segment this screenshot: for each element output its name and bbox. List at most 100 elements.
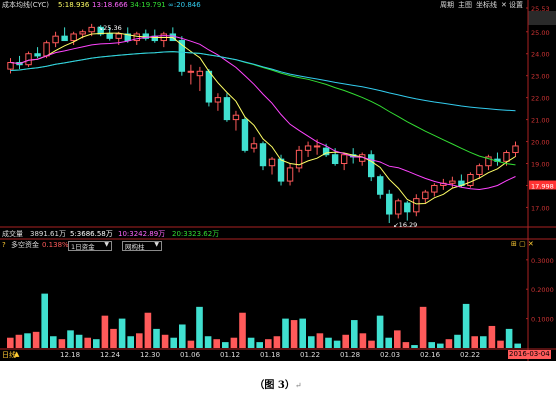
price-axis-label: 24.00: [531, 51, 550, 59]
candle: [124, 33, 131, 42]
fund-bar: [50, 336, 57, 348]
fund-bar: [282, 318, 289, 348]
price-axis-label: 25.53: [531, 5, 550, 13]
fund-bar: [402, 342, 410, 348]
fund-bar: [239, 312, 246, 348]
sub-axis-label: 0.3000: [531, 257, 554, 265]
fund-bar: [41, 293, 48, 348]
fund-period-select[interactable]: 1日资金 ▼: [68, 241, 112, 251]
indicator-name[interactable]: 成本均线(CYC): [2, 1, 50, 9]
trading-terminal: 成本均线(CYC) 5:18.936 13:18.666 34:19.791 ∞…: [0, 0, 556, 361]
fund-bar: [454, 334, 461, 348]
candle: [223, 97, 231, 121]
volume-label: 成交量: [2, 230, 23, 238]
fund-bar: [75, 334, 83, 348]
fund-bar: [376, 315, 384, 348]
date-label: 02.16: [420, 351, 441, 359]
sub-indicator-label[interactable]: 多空资金: [11, 241, 39, 249]
volume-value: 3891.61万: [30, 230, 66, 238]
date-label: 01.28: [340, 351, 361, 359]
candle: [277, 158, 285, 182]
candle: [214, 97, 222, 103]
date-label: 12.30: [140, 351, 161, 359]
candle: [422, 191, 429, 200]
fund-bar: [273, 336, 281, 348]
fund-bar: [385, 337, 392, 348]
fund-bar: [471, 336, 478, 348]
fund-bar: [316, 333, 324, 348]
fund-bar: [437, 343, 444, 348]
date-label: 01.12: [220, 351, 241, 359]
date-label: 02.03: [380, 351, 401, 359]
period-button[interactable]: 周期: [440, 1, 454, 9]
candle: [476, 165, 483, 175]
ma5-value: 5:18.936: [58, 1, 90, 9]
price-axis-label: 22.00: [531, 95, 550, 103]
period-label[interactable]: 日线: [2, 351, 16, 359]
candle: [331, 154, 339, 165]
fund-bar: [351, 320, 358, 348]
candle: [52, 35, 59, 44]
candle: [25, 53, 32, 66]
question-icon[interactable]: ?: [2, 241, 6, 249]
fund-bar: [58, 339, 66, 348]
price-chart[interactable]: 25.53 25.00 24.00 23.00 22.00 21.00 20.00 19.00…: [0, 0, 556, 361]
candle: [88, 26, 95, 33]
candle: [512, 145, 519, 154]
candle: [70, 33, 77, 42]
date-tag: 2016-03-04: [508, 350, 551, 359]
high-price-label: ↘25.36: [98, 24, 122, 32]
panel-toolbar-icons[interactable]: ⊞ ▢ ✕: [511, 240, 534, 248]
fund-bar: [505, 328, 513, 348]
candle: [503, 152, 510, 162]
fund-bar: [110, 328, 117, 348]
candle: [340, 154, 348, 165]
axis-line-button[interactable]: 坐标线: [476, 1, 497, 9]
bar-type-select[interactable]: 网构柱 ▼: [122, 241, 162, 251]
date-label: 01.06: [180, 351, 201, 359]
candle: [322, 147, 330, 156]
fund-bar: [480, 336, 487, 348]
chevron-down-icon: ▼: [154, 241, 159, 248]
candle: [386, 193, 393, 215]
candle: [485, 156, 492, 167]
fund-bar: [127, 336, 134, 348]
candle: [431, 184, 438, 193]
fund-bar: [153, 328, 160, 348]
candle: [196, 70, 204, 77]
fund-bar: [428, 342, 435, 348]
candle: [178, 40, 186, 72]
settings-button[interactable]: 设置: [509, 1, 523, 9]
fund-bar: [247, 337, 255, 348]
main-chart-button[interactable]: 主图: [458, 1, 472, 9]
fund-bar: [24, 333, 31, 348]
fund-bar: [187, 340, 195, 348]
fund-bar: [308, 336, 315, 348]
candle: [187, 70, 195, 73]
date-label: 12.18: [60, 351, 81, 359]
candle: [395, 200, 402, 215]
candle: [133, 33, 140, 42]
fund-bar: [144, 312, 152, 348]
ma5-line: [10, 32, 516, 205]
fund-bar: [488, 325, 496, 348]
candle: [106, 33, 113, 39]
volume-ma5: 5:3686.58万: [70, 230, 113, 238]
ma-inf-value: ∞:20.846: [168, 1, 201, 9]
sub-axis-label: 0.1000: [531, 316, 554, 324]
fund-bar: [222, 342, 229, 348]
caption-text: （图 3）: [254, 380, 295, 391]
fund-bar: [462, 303, 470, 348]
candle: [61, 35, 68, 42]
close-icon[interactable]: ✕: [501, 1, 507, 9]
low-price-label: ↙16.29: [393, 221, 417, 229]
volume-ma10: 10:3242.89万: [118, 230, 166, 238]
candle: [313, 145, 321, 148]
fund-bar: [514, 343, 521, 348]
fund-bar: [299, 318, 306, 348]
candle: [304, 145, 312, 151]
candle: [268, 158, 276, 167]
fund-bar: [84, 337, 91, 348]
fund-bar: [204, 336, 212, 348]
ma13-line: [10, 35, 516, 191]
